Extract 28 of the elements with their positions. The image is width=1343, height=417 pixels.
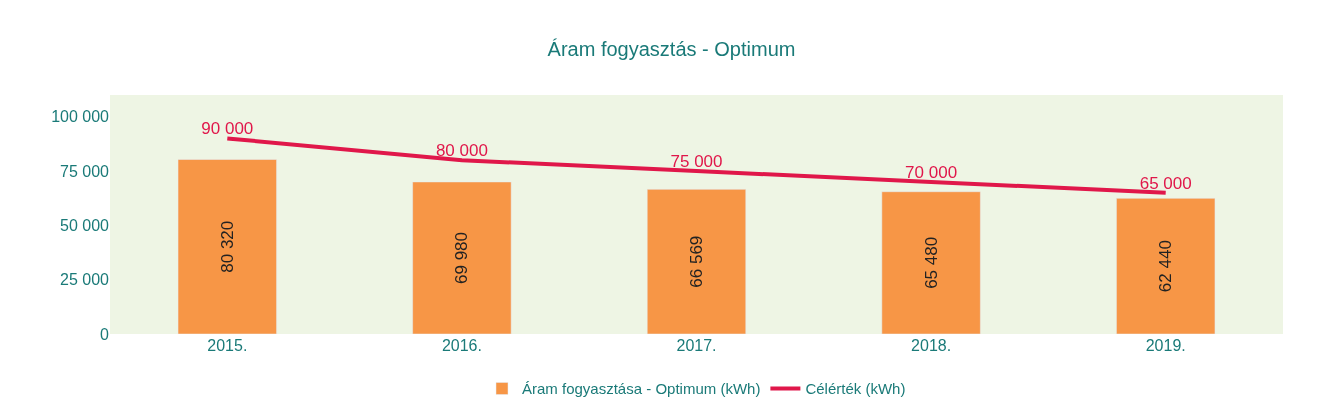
data-label: 70 000	[905, 162, 958, 182]
data-label: 80 000	[435, 140, 488, 160]
x-tick-label: 2015.	[207, 337, 248, 354]
data-label: 69 980	[452, 231, 472, 284]
y-tick-label: 75 000	[60, 162, 110, 180]
legend-label: Áram fogyasztása - Optimum (kWh)	[522, 380, 761, 398]
x-tick-label: 2016.	[441, 337, 482, 354]
data-label: 65 000	[1139, 173, 1192, 193]
x-tick-label: 2018.	[911, 337, 952, 354]
data-label: 80 320	[217, 220, 237, 273]
data-label: 66 569	[687, 235, 706, 288]
data-label: 65 480	[921, 236, 941, 289]
y-tick-label: 100 000	[51, 108, 110, 126]
bar	[881, 191, 981, 334]
data-label: 62 440	[1156, 240, 1176, 293]
x-tick-label: 2017.	[676, 337, 717, 354]
legend-label: Célérték (kWh)	[805, 380, 906, 398]
data-label: 90 000	[201, 119, 254, 139]
bar	[646, 189, 747, 334]
data-label: 75 000	[670, 151, 723, 171]
x-tick-label: 2019.	[1145, 337, 1186, 354]
bar	[1116, 198, 1216, 334]
y-tick-label: 0	[100, 325, 110, 343]
bar	[412, 181, 512, 334]
bar	[177, 159, 277, 334]
y-tick-label: 50 000	[60, 216, 110, 234]
y-tick-label: 25 000	[60, 271, 110, 289]
chart-title: Áram fogyasztás - Optimum	[547, 37, 796, 60]
